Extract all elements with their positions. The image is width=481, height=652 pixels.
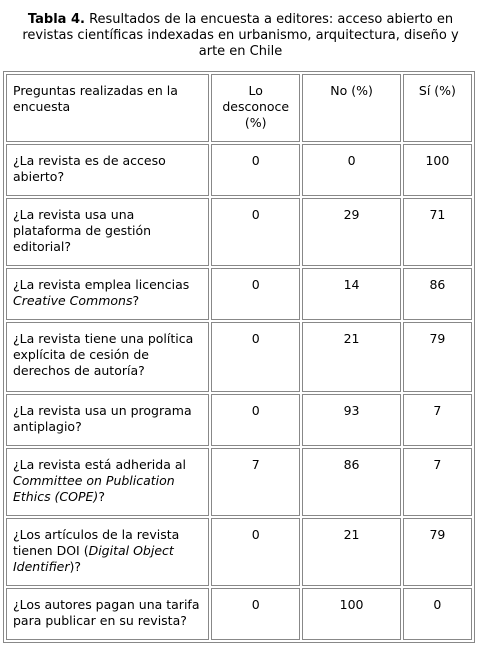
question-cell: ¿La revista está adherida al Committee o… (6, 448, 210, 516)
value-cell: 7 (402, 448, 472, 516)
value-cell: 100 (302, 588, 401, 640)
value-cell: 0 (402, 588, 472, 640)
question-text: ? (98, 489, 105, 504)
question-text: ¿Los artículos de la revista tienen DOI … (13, 527, 180, 558)
value-cell: 100 (402, 144, 472, 196)
row: ¿Los artículos de la revista tienen DOI … (6, 518, 472, 586)
row: ¿La revista tiene una política explícita… (6, 322, 472, 392)
row: ¿La revista está adherida al Committee o… (6, 448, 472, 516)
question-text: Committee on Publication Ethics (COPE) (13, 473, 175, 504)
question-text: ? (132, 293, 140, 308)
value-cell: 0 (211, 268, 301, 320)
question-text: ¿La revista usa un programa antiplagio? (13, 403, 192, 434)
caption-label: Tabla 4. (27, 12, 85, 27)
header-cell: Lo desconoce (%) (211, 74, 301, 142)
caption-text: Resultados de la encuesta a editores: ac… (22, 12, 459, 59)
question-text: ¿La revista tiene una política explícita… (13, 331, 194, 378)
value-cell: 0 (302, 144, 401, 196)
row: ¿La revista emplea licencias Creative Co… (6, 268, 472, 320)
value-cell: 0 (211, 518, 301, 586)
row: ¿La revista es de acceso abierto? 0 0 100 (6, 144, 472, 196)
question-text: Creative Commons (13, 293, 133, 308)
header-cell: Sí (%) (402, 74, 472, 142)
row: ¿La revista usa un programa antiplagio? 0… (6, 394, 472, 446)
question-text: Digital Object Identifier (13, 543, 174, 574)
value-cell: 71 (402, 198, 472, 266)
value-cell: 79 (402, 518, 472, 586)
page: Tabla 4. Resultados de la encuesta a edi… (0, 12, 481, 652)
question-cell: ¿La revista usa un programa antiplagio? (6, 394, 210, 446)
row: ¿Los autores pagan una tarifa para publi… (6, 588, 472, 640)
table: Preguntas realizadas en la encuesta Lo de… (3, 71, 475, 643)
value-cell: 93 (302, 394, 401, 446)
value-cell: 86 (402, 268, 472, 320)
caption: Tabla 4. Resultados de la encuesta a edi… (11, 12, 471, 60)
value-cell: 14 (302, 268, 401, 320)
value-cell: 0 (211, 144, 301, 196)
question-text: ¿La revista emplea licencias (13, 277, 190, 292)
value-cell: 0 (211, 588, 301, 640)
question-cell: ¿La revista usa una plataforma de gestió… (6, 198, 210, 266)
question-cell: ¿Los artículos de la revista tienen DOI … (6, 518, 210, 586)
question-text: ¿La revista es de acceso abierto? (13, 153, 166, 184)
question-cell: ¿Los autores pagan una tarifa para publi… (6, 588, 210, 640)
question-text: ¿La revista usa una plataforma de gestió… (13, 207, 152, 254)
value-cell: 0 (211, 394, 301, 446)
question-text: ¿Los autores pagan una tarifa para publi… (13, 597, 200, 628)
row: ¿La revista usa una plataforma de gestió… (6, 198, 472, 266)
value-cell: 21 (302, 518, 401, 586)
header-cell: No (%) (302, 74, 401, 142)
value-cell: 86 (302, 448, 401, 516)
value-cell: 7 (402, 394, 472, 446)
header-cell: Preguntas realizadas en la encuesta (6, 74, 210, 142)
value-cell: 0 (211, 198, 301, 266)
question-cell: ¿La revista emplea licencias Creative Co… (6, 268, 210, 320)
value-cell: 21 (302, 322, 401, 392)
question-cell: ¿La revista es de acceso abierto? (6, 144, 210, 196)
value-cell: 29 (302, 198, 401, 266)
question-text: )? (69, 559, 82, 574)
question-text: ¿La revista está adherida al (13, 457, 186, 472)
header-row: Preguntas realizadas en la encuesta Lo de… (6, 74, 472, 142)
value-cell: 0 (211, 322, 301, 392)
question-cell: ¿La revista tiene una política explícita… (6, 322, 210, 392)
value-cell: 79 (402, 322, 472, 392)
value-cell: 7 (211, 448, 301, 516)
